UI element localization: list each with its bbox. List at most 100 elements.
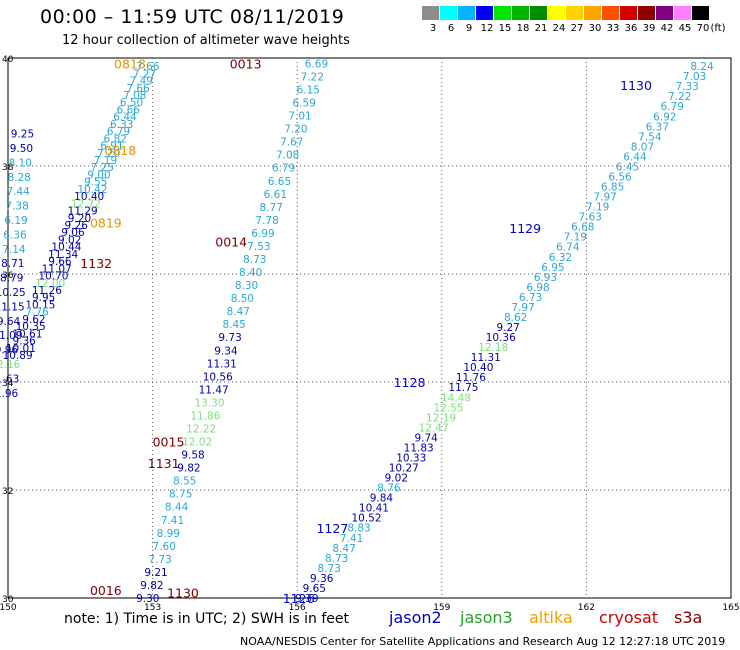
y-tick-label: 34 bbox=[2, 379, 14, 389]
wave-height-value: 11.34 bbox=[48, 249, 78, 261]
wave-height-value: 11.86 bbox=[190, 410, 220, 422]
wave-height-value: 12.00 bbox=[35, 278, 65, 290]
wave-height-value: 8.55 bbox=[173, 476, 196, 488]
color-scale-label: 6 bbox=[447, 23, 455, 34]
color-swatch bbox=[458, 6, 475, 20]
wave-height-value: 9.96 bbox=[0, 345, 18, 357]
wave-height-value: 11.15 bbox=[0, 301, 25, 313]
wave-height-value: 6.33 bbox=[110, 119, 133, 131]
color-swatch bbox=[692, 6, 709, 20]
wave-height-value: 6.91 bbox=[100, 141, 123, 153]
legend-jason3: jason3 bbox=[460, 608, 513, 627]
wave-height-value: 6.15 bbox=[297, 84, 320, 96]
color-scale-label: 70 bbox=[696, 23, 710, 34]
wave-height-value: 8.10 bbox=[9, 157, 32, 169]
wave-height-value: 6.44 bbox=[113, 112, 137, 124]
footer-note: note: 1) Time is in UTC; 2) SWH is in fe… bbox=[64, 611, 350, 627]
wave-height-value: 9.36 bbox=[310, 573, 334, 585]
wave-height-value: 9.30 bbox=[136, 593, 159, 605]
color-swatch bbox=[422, 6, 439, 20]
wave-height-value: 6.69 bbox=[305, 58, 328, 70]
pass-time-label: 0819 bbox=[90, 216, 122, 231]
wave-height-value: 8.45 bbox=[222, 319, 245, 331]
legend-s3a: s3a bbox=[674, 608, 703, 627]
wave-height-value: 8.62 bbox=[504, 312, 527, 324]
wave-height-value: 8.07 bbox=[631, 141, 654, 153]
wave-height-value: 9.39 bbox=[295, 593, 318, 605]
wave-height-value: 6.19 bbox=[4, 215, 27, 227]
color-swatch bbox=[584, 6, 601, 20]
wave-height-value: 7.08 bbox=[276, 150, 299, 162]
wave-height-value: 6.93 bbox=[534, 272, 557, 284]
wave-height-value: 7.41 bbox=[161, 515, 184, 527]
page-subtitle: 12 hour collection of altimeter wave hei… bbox=[62, 33, 350, 48]
pass-time-label: 0016 bbox=[90, 583, 122, 598]
color-scale-label: 15 bbox=[498, 23, 512, 34]
wave-height-value: 8.99 bbox=[157, 528, 180, 540]
color-scale-unit: (ft) bbox=[710, 23, 726, 34]
wave-height-value: 10.61 bbox=[12, 328, 42, 340]
wave-height-value: 7.67 bbox=[280, 137, 303, 149]
wave-height-value: 6.95 bbox=[541, 262, 564, 274]
pass-time-label: 1127 bbox=[316, 521, 348, 536]
wave-height-value: 11.26 bbox=[32, 285, 62, 297]
color-swatch bbox=[566, 6, 583, 20]
wave-height-value: 8.24 bbox=[690, 61, 714, 73]
wave-height-value: 11.47 bbox=[199, 384, 229, 396]
wave-height-value: 7.27 bbox=[133, 68, 156, 80]
wave-height-value: 14.48 bbox=[441, 392, 471, 404]
wave-height-value: 10.89 bbox=[3, 350, 33, 362]
wave-height-value: 13.30 bbox=[194, 397, 224, 409]
pass-time-label: 0014 bbox=[215, 235, 247, 250]
wave-height-value: 8.40 bbox=[239, 267, 262, 279]
wave-height-value: 9.34 bbox=[214, 345, 238, 357]
wave-height-value: 9.27 bbox=[496, 322, 519, 334]
color-swatch bbox=[476, 6, 493, 20]
wave-height-value: 10.35 bbox=[16, 321, 46, 333]
wave-height-value: 6.44 bbox=[623, 151, 647, 163]
wave-height-value: 6.99 bbox=[251, 228, 274, 240]
x-tick-label: 153 bbox=[144, 603, 161, 613]
color-swatch bbox=[530, 6, 547, 20]
wave-height-value: 9.95 bbox=[32, 292, 55, 304]
wave-height-value: 9.58 bbox=[181, 450, 204, 462]
wave-height-value: 9.82 bbox=[177, 463, 200, 475]
x-tick-label: 162 bbox=[578, 603, 595, 613]
color-scale-label: 45 bbox=[678, 23, 692, 34]
wave-height-value: 12.22 bbox=[186, 423, 216, 435]
color-swatch bbox=[494, 6, 511, 20]
x-tick-label: 156 bbox=[289, 603, 306, 613]
wave-height-value: 7.01 bbox=[288, 111, 311, 123]
wave-height-value: 9.74 bbox=[414, 432, 438, 444]
wave-height-value: 12.19 bbox=[426, 412, 456, 424]
pass-time-label: 1130 bbox=[167, 586, 199, 601]
wave-height-value: 7.66 bbox=[136, 61, 160, 73]
color-swatch bbox=[638, 6, 655, 20]
legend-altika: altika bbox=[529, 608, 573, 627]
wave-height-value: 6.50 bbox=[120, 97, 143, 109]
wave-height-value: 7.25 bbox=[91, 162, 114, 174]
wave-height-value: 10.40 bbox=[463, 362, 493, 374]
wave-height-value: 6.37 bbox=[646, 121, 669, 133]
color-scale-label: 39 bbox=[642, 23, 656, 34]
wave-height-value: 8.76 bbox=[377, 483, 401, 495]
wave-height-value: 11.07 bbox=[42, 263, 72, 275]
wave-height-value: 9.26 bbox=[65, 220, 89, 232]
wave-height-value: 12.72 bbox=[71, 198, 101, 210]
page-title: 00:00 – 11:59 UTC 08/11/2019 bbox=[40, 6, 345, 28]
wave-height-value: 10.01 bbox=[6, 343, 36, 355]
wave-height-value: 9.02 bbox=[385, 473, 408, 485]
pass-time-label: 1131 bbox=[148, 456, 180, 471]
color-swatch bbox=[602, 6, 619, 20]
wave-height-value: 6.45 bbox=[616, 161, 639, 173]
wave-height-value: 7.08 bbox=[123, 90, 146, 102]
wave-height-value: 8.79 bbox=[0, 273, 23, 285]
legend-jason2: jason2 bbox=[389, 608, 442, 627]
wave-height-value: 10.40 bbox=[74, 191, 104, 203]
wave-height-value: 7.20 bbox=[97, 148, 120, 160]
wave-height-value: 7.63 bbox=[579, 212, 602, 224]
wave-height-value: 10.27 bbox=[389, 463, 419, 475]
wave-height-value: 6.79 bbox=[661, 101, 684, 113]
x-tick-label: 159 bbox=[433, 603, 450, 613]
wave-height-value: 7.44 bbox=[6, 186, 30, 198]
